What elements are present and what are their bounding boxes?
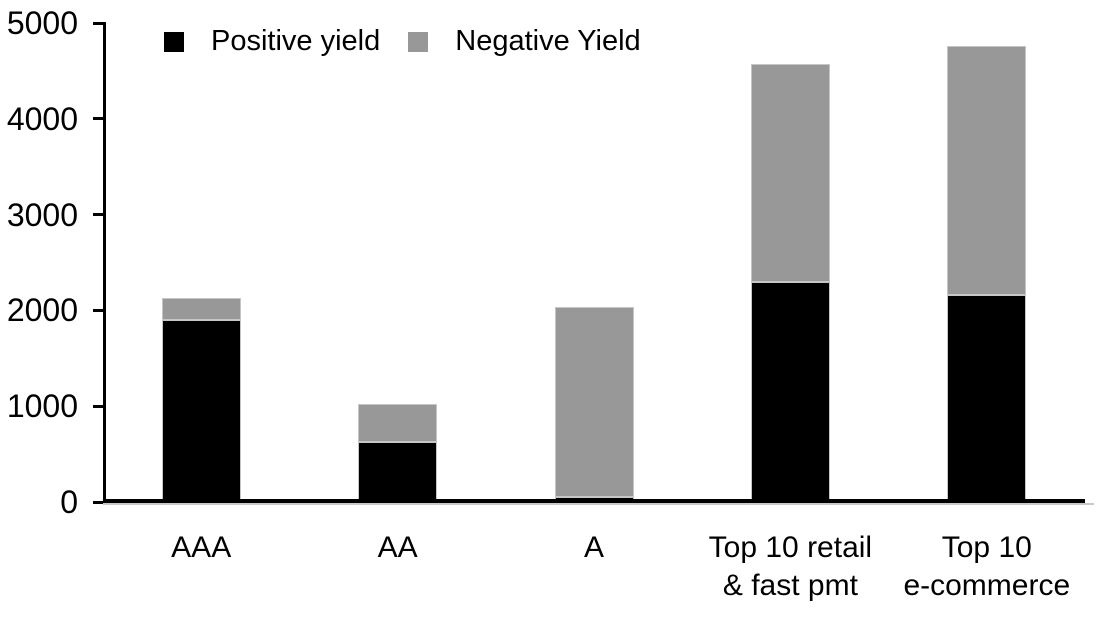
- legend-label: Positive yield: [211, 25, 381, 57]
- bar-segment-negative-yield: [947, 45, 1027, 296]
- bar-aaa: [161, 297, 241, 501]
- bar-segment-positive-yield: [358, 441, 438, 501]
- x-axis-label: Top 10 e-commerce: [889, 529, 1085, 605]
- legend-item-negative-yield: Negative Yield: [408, 25, 641, 57]
- bar-aa: [358, 404, 438, 501]
- y-axis-tick: [93, 117, 103, 121]
- legend-swatch-icon: [408, 31, 429, 52]
- x-axis-label: AAA: [103, 529, 299, 567]
- y-axis-tick-label: 5000: [6, 5, 78, 41]
- y-axis-tick: [93, 500, 103, 504]
- bar-segment-negative-yield: [161, 297, 241, 320]
- y-axis-tick-label: 2000: [6, 292, 78, 329]
- bar-top-10-retail-fast-pmt: [750, 64, 830, 501]
- bar-segment-positive-yield: [750, 281, 830, 501]
- y-axis-tick-label: 0: [60, 484, 78, 520]
- y-axis-tick: [93, 213, 103, 217]
- bar-top-10-e-commerce: [947, 45, 1027, 501]
- chart-legend: Positive yield Negative Yield: [164, 27, 641, 56]
- legend-swatch-icon: [164, 31, 184, 52]
- y-axis-tick: [93, 404, 103, 408]
- bar-segment-negative-yield: [750, 64, 830, 282]
- bar-segment-negative-yield: [554, 306, 634, 497]
- x-axis-label-line: Top 10 retail: [708, 531, 873, 564]
- x-axis-label-line: A: [583, 531, 604, 564]
- x-axis-shadow-line: [103, 503, 1094, 505]
- y-axis-tick: [93, 308, 103, 312]
- y-axis-tick: [93, 21, 103, 25]
- y-axis-line: [103, 22, 106, 502]
- x-axis-label-line: Top 10: [941, 531, 1032, 564]
- x-axis-label-line: AA: [377, 531, 418, 564]
- x-axis-line: [103, 499, 1085, 503]
- x-axis-label-line: e-commerce: [903, 569, 1071, 602]
- bar-a: [554, 306, 634, 501]
- y-axis-tick-label: 1000: [6, 388, 78, 425]
- y-axis-tick-label: 3000: [6, 196, 78, 233]
- bar-segment-positive-yield: [947, 295, 1027, 501]
- x-axis-label-line: & fast pmt: [722, 569, 858, 602]
- x-axis-label: A: [496, 529, 692, 567]
- legend-label: Negative Yield: [455, 25, 641, 57]
- x-axis-label: AA: [299, 529, 495, 567]
- legend-item-positive-yield: Positive yield: [164, 27, 380, 56]
- x-axis-label-line: AAA: [171, 531, 232, 564]
- bar-segment-positive-yield: [161, 319, 241, 501]
- x-axis-label: Top 10 retail & fast pmt: [692, 529, 888, 605]
- y-axis-tick-label: 4000: [6, 100, 78, 137]
- bar-segment-negative-yield: [358, 404, 438, 442]
